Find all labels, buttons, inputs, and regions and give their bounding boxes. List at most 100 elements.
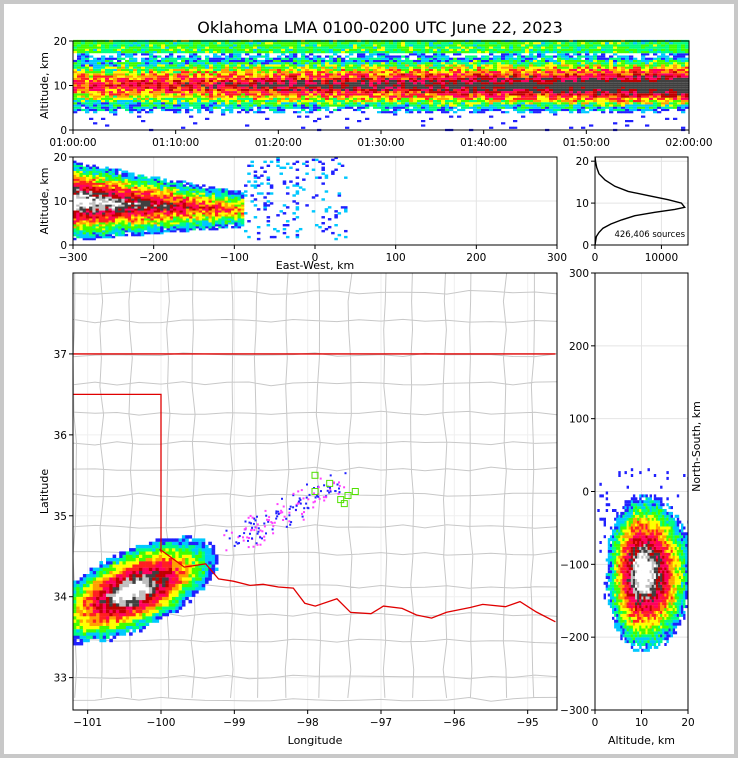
density-cell — [317, 117, 322, 120]
density-cell — [685, 64, 690, 67]
density-cell — [97, 84, 102, 87]
density-cell — [101, 51, 106, 54]
density-cell — [329, 64, 334, 67]
density-cell — [165, 77, 170, 80]
density-cell — [213, 73, 218, 76]
density-cell — [353, 84, 358, 87]
density-cell — [605, 86, 610, 89]
density-cell — [569, 102, 574, 105]
density-cell — [89, 42, 94, 45]
density-cell — [273, 71, 278, 74]
density-cell — [77, 59, 82, 63]
density-cell — [209, 111, 214, 114]
density-cell — [301, 99, 306, 103]
density-cell — [209, 73, 214, 76]
density-cell — [657, 104, 662, 107]
density-cell — [141, 120, 146, 123]
density-cell — [473, 108, 478, 112]
density-cell — [661, 88, 666, 92]
density-cell — [617, 68, 622, 72]
density-cell — [525, 88, 530, 92]
density-cell — [117, 55, 122, 58]
density-cell — [417, 77, 422, 80]
density-cell — [613, 68, 618, 72]
density-cell — [645, 44, 650, 47]
density-cell — [257, 99, 262, 103]
density-cell — [197, 99, 202, 103]
density-cell — [173, 97, 178, 100]
density-cell — [361, 51, 366, 54]
density-cell — [545, 93, 550, 96]
density-cell — [477, 93, 482, 96]
density-cell — [93, 77, 98, 80]
density-cell — [97, 44, 102, 47]
density-cell — [473, 84, 478, 87]
density-cell — [257, 66, 262, 69]
density-cell — [73, 222, 77, 225]
density-cell — [665, 79, 670, 83]
density-cell — [449, 75, 454, 78]
density-cell — [669, 73, 674, 76]
density-cell — [76, 233, 80, 237]
density-cell — [553, 64, 558, 67]
density-cell — [561, 64, 566, 67]
density-cell — [161, 42, 166, 45]
density-cell — [349, 66, 354, 69]
density-cell — [545, 88, 550, 92]
density-cell — [313, 73, 318, 76]
density-cell — [433, 68, 438, 72]
density-cell — [365, 117, 370, 120]
density-cell — [281, 73, 286, 76]
density-cell — [653, 95, 658, 98]
density-cell — [249, 73, 254, 76]
density-cell — [325, 99, 330, 103]
density-cell — [269, 62, 274, 65]
density-cell — [513, 102, 518, 105]
density-cell — [149, 48, 154, 51]
density-cell — [421, 64, 426, 67]
density-cell — [657, 82, 662, 85]
density-cell — [297, 57, 302, 60]
density-cell — [677, 71, 682, 74]
density-cell — [241, 102, 246, 105]
density-cell — [93, 95, 98, 98]
density-cell — [541, 104, 546, 107]
density-cell — [477, 91, 482, 94]
density-cell — [409, 88, 414, 92]
density-cell — [629, 42, 634, 45]
density-cell — [329, 48, 334, 51]
density-cell — [613, 64, 618, 67]
density-cell — [145, 64, 150, 67]
density-cell — [77, 75, 82, 78]
density-cell — [441, 93, 446, 96]
density-cell — [441, 53, 446, 56]
density-cell — [249, 66, 254, 69]
density-cell — [597, 55, 602, 58]
density-cell — [133, 57, 138, 60]
density-cell — [513, 57, 518, 60]
density-cell — [565, 51, 570, 54]
density-cell — [341, 51, 346, 54]
density-cell — [625, 48, 630, 51]
density-cell — [89, 73, 94, 76]
density-cell — [185, 102, 190, 105]
density-cell — [589, 88, 594, 92]
density-cell — [121, 79, 126, 83]
density-cell — [317, 106, 322, 109]
density-cell — [385, 48, 390, 51]
density-cell — [129, 91, 134, 94]
density-cell — [493, 88, 498, 92]
density-cell — [233, 51, 238, 54]
density-cell — [229, 77, 234, 80]
density-cell — [93, 75, 98, 78]
density-cell — [429, 111, 434, 114]
density-cell — [541, 99, 546, 103]
density-cell — [545, 106, 550, 109]
density-cell — [669, 93, 674, 96]
density-cell — [501, 55, 506, 58]
density-cell — [133, 64, 138, 67]
density-cell — [441, 71, 446, 74]
density-cell — [105, 106, 110, 109]
density-cell — [297, 86, 302, 89]
density-cell — [89, 64, 94, 67]
